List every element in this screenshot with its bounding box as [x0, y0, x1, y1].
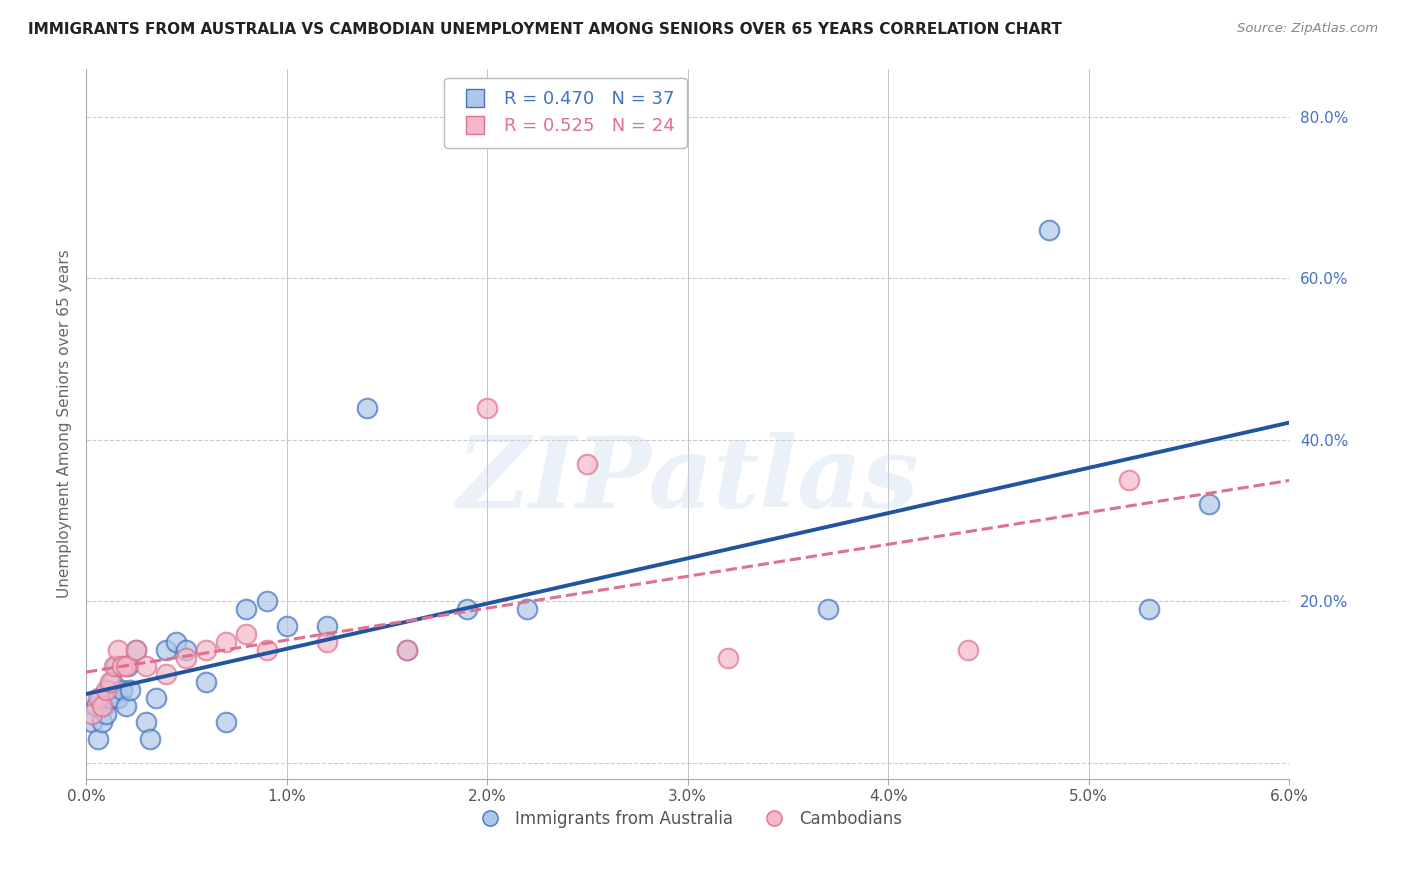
Point	[165, 634, 187, 648]
Point	[94, 683, 117, 698]
Point	[125, 642, 148, 657]
Text: IMMIGRANTS FROM AUSTRALIA VS CAMBODIAN UNEMPLOYMENT AMONG SENIORS OVER 65 YEARS : IMMIGRANTS FROM AUSTRALIA VS CAMBODIAN U…	[28, 22, 1062, 37]
Point	[87, 691, 110, 706]
Point	[195, 675, 218, 690]
Point	[111, 659, 134, 673]
Point	[125, 642, 148, 657]
Point	[817, 602, 839, 616]
Point	[80, 715, 103, 730]
Point	[105, 659, 128, 673]
Point	[98, 691, 121, 706]
Point	[395, 642, 418, 657]
Point	[456, 602, 478, 616]
Point	[356, 401, 378, 415]
Point	[139, 731, 162, 746]
Point	[97, 683, 120, 698]
Point	[98, 675, 121, 690]
Text: ZIPatlas: ZIPatlas	[457, 433, 920, 529]
Point	[235, 626, 257, 640]
Y-axis label: Unemployment Among Seniors over 65 years: Unemployment Among Seniors over 65 years	[58, 250, 72, 599]
Legend: Immigrants from Australia, Cambodians: Immigrants from Australia, Cambodians	[467, 803, 908, 835]
Point	[155, 642, 177, 657]
Point	[215, 715, 238, 730]
Point	[516, 602, 538, 616]
Point	[93, 699, 115, 714]
Point	[115, 699, 138, 714]
Point	[101, 675, 124, 690]
Text: Source: ZipAtlas.com: Source: ZipAtlas.com	[1237, 22, 1378, 36]
Point	[107, 642, 129, 657]
Point	[215, 634, 238, 648]
Point	[80, 707, 103, 722]
Point	[276, 618, 298, 632]
Point	[176, 650, 198, 665]
Point	[107, 691, 129, 706]
Point	[117, 659, 139, 673]
Point	[315, 618, 337, 632]
Point	[89, 691, 111, 706]
Point	[717, 650, 740, 665]
Point	[1198, 498, 1220, 512]
Point	[120, 683, 142, 698]
Point	[1038, 223, 1060, 237]
Point	[135, 659, 157, 673]
Point	[576, 457, 599, 471]
Point	[145, 691, 167, 706]
Point	[84, 699, 107, 714]
Point	[94, 707, 117, 722]
Point	[256, 594, 278, 608]
Point	[1118, 473, 1140, 487]
Point	[87, 731, 110, 746]
Point	[475, 401, 498, 415]
Point	[155, 667, 177, 681]
Point	[395, 642, 418, 657]
Point	[195, 642, 218, 657]
Point	[91, 715, 114, 730]
Point	[957, 642, 980, 657]
Point	[91, 699, 114, 714]
Point	[315, 634, 337, 648]
Point	[235, 602, 257, 616]
Point	[1137, 602, 1160, 616]
Point	[135, 715, 157, 730]
Point	[256, 642, 278, 657]
Point	[176, 642, 198, 657]
Point	[111, 683, 134, 698]
Point	[115, 659, 138, 673]
Point	[103, 659, 125, 673]
